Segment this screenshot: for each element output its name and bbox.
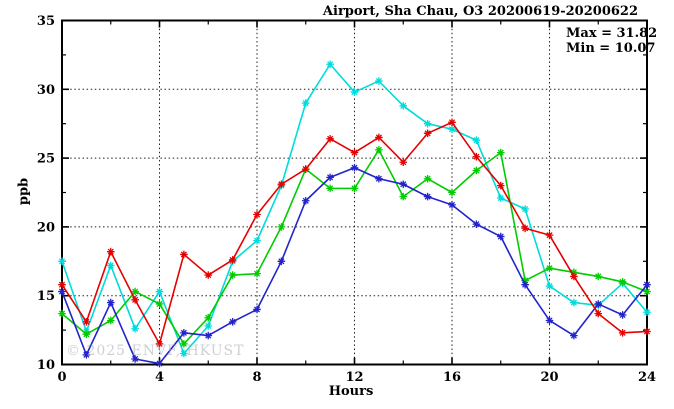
x-tick-label: 4: [155, 370, 164, 385]
min-annotation: Min = 10.07: [566, 41, 656, 56]
y-axis-label: ppb: [16, 177, 32, 206]
watermark-text: © 2025 ENVF, HKUST: [66, 343, 245, 359]
x-tick-label: 20: [540, 370, 558, 385]
x-axis-label: Hours: [328, 384, 374, 399]
x-tick-label: 24: [638, 370, 656, 385]
max-annotation: Max = 31.82: [566, 26, 658, 41]
series-markers-green-series: [58, 146, 651, 348]
y-tick-label: 15: [37, 289, 55, 304]
y-tick-label: 20: [37, 220, 55, 235]
y-tick-label: 10: [37, 358, 55, 373]
x-tick-label: 8: [252, 370, 261, 385]
y-tick-label: 30: [37, 83, 55, 98]
x-tick-label: 16: [443, 370, 461, 385]
y-tick-label: 35: [37, 14, 55, 29]
x-tick-label: 0: [57, 370, 66, 385]
chart-title: Airport, Sha Chau, O3 20200619-20200622: [322, 4, 638, 19]
series-markers-blue-series: [58, 163, 651, 368]
series-markers-red-series: [58, 118, 651, 348]
x-tick-label: 12: [345, 370, 363, 385]
y-tick-label: 25: [37, 152, 55, 167]
